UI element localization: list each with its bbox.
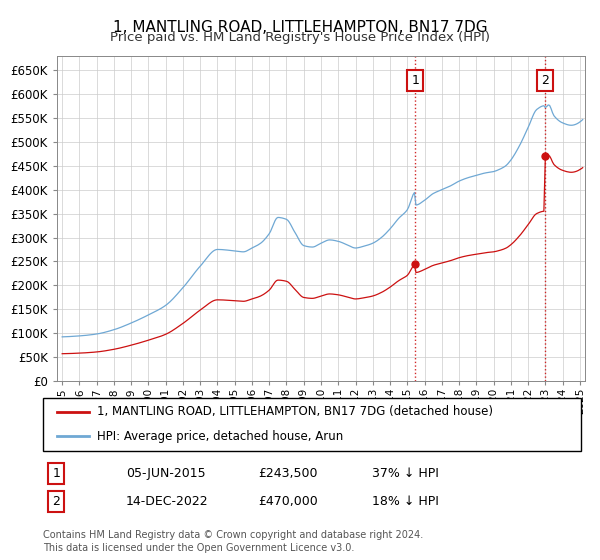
- FancyBboxPatch shape: [43, 398, 581, 451]
- Text: 18% ↓ HPI: 18% ↓ HPI: [372, 494, 439, 508]
- Text: 2: 2: [541, 74, 548, 87]
- Text: 37% ↓ HPI: 37% ↓ HPI: [372, 466, 439, 480]
- Text: £243,500: £243,500: [258, 466, 317, 480]
- Text: 1, MANTLING ROAD, LITTLEHAMPTON, BN17 7DG: 1, MANTLING ROAD, LITTLEHAMPTON, BN17 7D…: [113, 20, 487, 35]
- Text: Price paid vs. HM Land Registry's House Price Index (HPI): Price paid vs. HM Land Registry's House …: [110, 31, 490, 44]
- Text: 14-DEC-2022: 14-DEC-2022: [126, 494, 209, 508]
- Text: £470,000: £470,000: [258, 494, 318, 508]
- Text: 2: 2: [52, 494, 61, 508]
- Text: 1, MANTLING ROAD, LITTLEHAMPTON, BN17 7DG (detached house): 1, MANTLING ROAD, LITTLEHAMPTON, BN17 7D…: [97, 405, 493, 418]
- Text: 05-JUN-2015: 05-JUN-2015: [126, 466, 206, 480]
- Text: 1: 1: [411, 74, 419, 87]
- Text: 1: 1: [52, 466, 61, 480]
- Text: HPI: Average price, detached house, Arun: HPI: Average price, detached house, Arun: [97, 430, 343, 443]
- Text: Contains HM Land Registry data © Crown copyright and database right 2024.
This d: Contains HM Land Registry data © Crown c…: [43, 530, 424, 553]
